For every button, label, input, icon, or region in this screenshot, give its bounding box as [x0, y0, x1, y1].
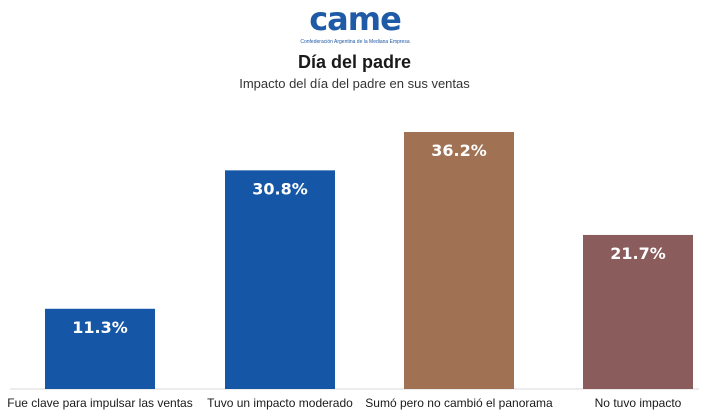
came-logo-text: came — [309, 0, 401, 38]
category-label-4: No tuvo impacto — [595, 396, 682, 410]
bar-value-label-2: 30.8% — [252, 179, 308, 198]
category-label-3: Sumó pero no cambió el panorama — [365, 396, 553, 410]
came-logo: came Confederación Argentina de la Media… — [300, 0, 409, 45]
category-label-2: Tuvo un impacto moderado — [207, 396, 353, 410]
bar-1 — [45, 308, 155, 389]
bar-chart: 11.3% Fue clave para impulsar las ventas 3… — [7, 132, 699, 410]
came-logo-tagline: Confederación Argentina de la Mediana Em… — [300, 39, 409, 45]
chart-subtitle: Impacto del día del padre en sus ventas — [239, 76, 470, 91]
bar-3 — [404, 132, 514, 389]
bar-value-label-1: 11.3% — [72, 318, 128, 337]
bar-2 — [225, 170, 335, 389]
bar-4 — [583, 234, 693, 389]
category-label-1: Fue clave para impulsar las ventas — [7, 396, 192, 410]
bar-value-label-3: 36.2% — [431, 141, 487, 160]
chart-title: Día del padre — [297, 52, 412, 72]
bar-value-label-4: 21.7% — [610, 244, 666, 263]
